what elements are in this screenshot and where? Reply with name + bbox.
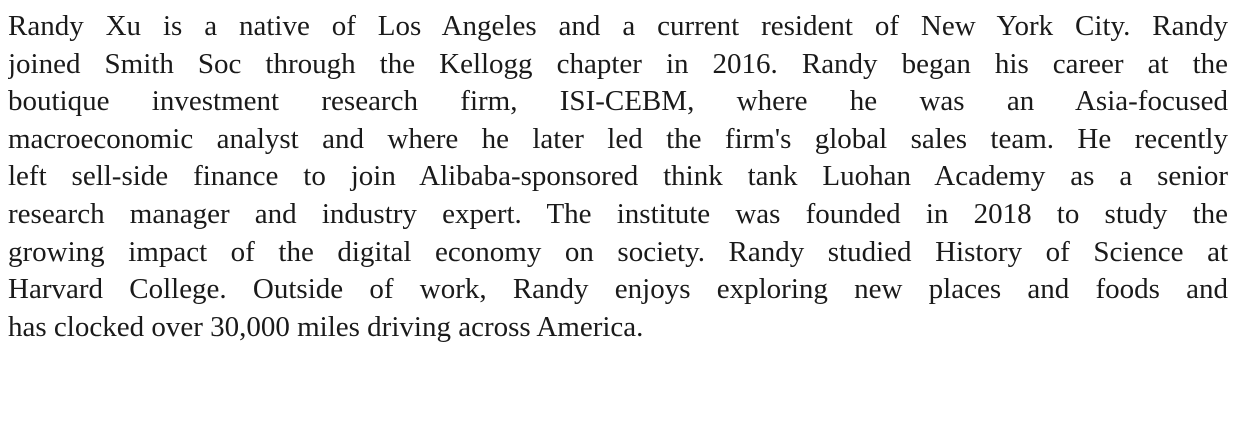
text-line: growing impact of the digital economy on… [8, 235, 1228, 268]
text-line: has clocked over 30,000 miles driving ac… [8, 310, 644, 343]
text-line: Harvard College. Outside of work, Randy … [8, 273, 1228, 306]
text-line: joined Smith Soc through the Kellogg cha… [8, 47, 1228, 80]
text-line: research manager and industry expert. Th… [8, 197, 1228, 230]
text-line: left sell-side finance to join Alibaba-s… [8, 160, 1228, 193]
text-line: macroeconomic analyst and where he later… [8, 122, 1228, 155]
text-line: Randy Xu is a native of Los Angeles and … [8, 10, 1228, 42]
text-line: boutique investment research firm, ISI-C… [8, 85, 1228, 118]
bio-paragraph: Randy Xu is a native of Los Angeles and … [8, 8, 1228, 346]
